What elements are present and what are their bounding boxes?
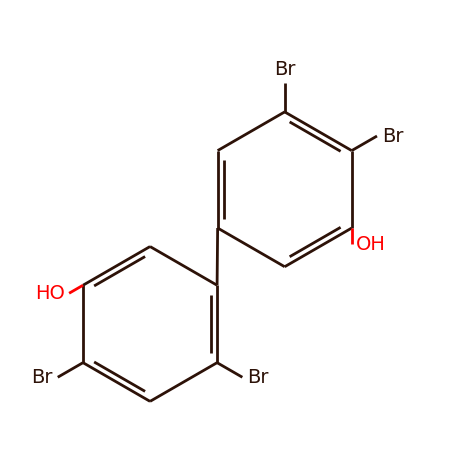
Text: OH: OH xyxy=(356,235,386,254)
Text: Br: Br xyxy=(247,368,269,387)
Text: HO: HO xyxy=(35,284,64,303)
Text: Br: Br xyxy=(31,368,53,387)
Text: Br: Br xyxy=(382,127,403,146)
Text: Br: Br xyxy=(274,60,295,79)
